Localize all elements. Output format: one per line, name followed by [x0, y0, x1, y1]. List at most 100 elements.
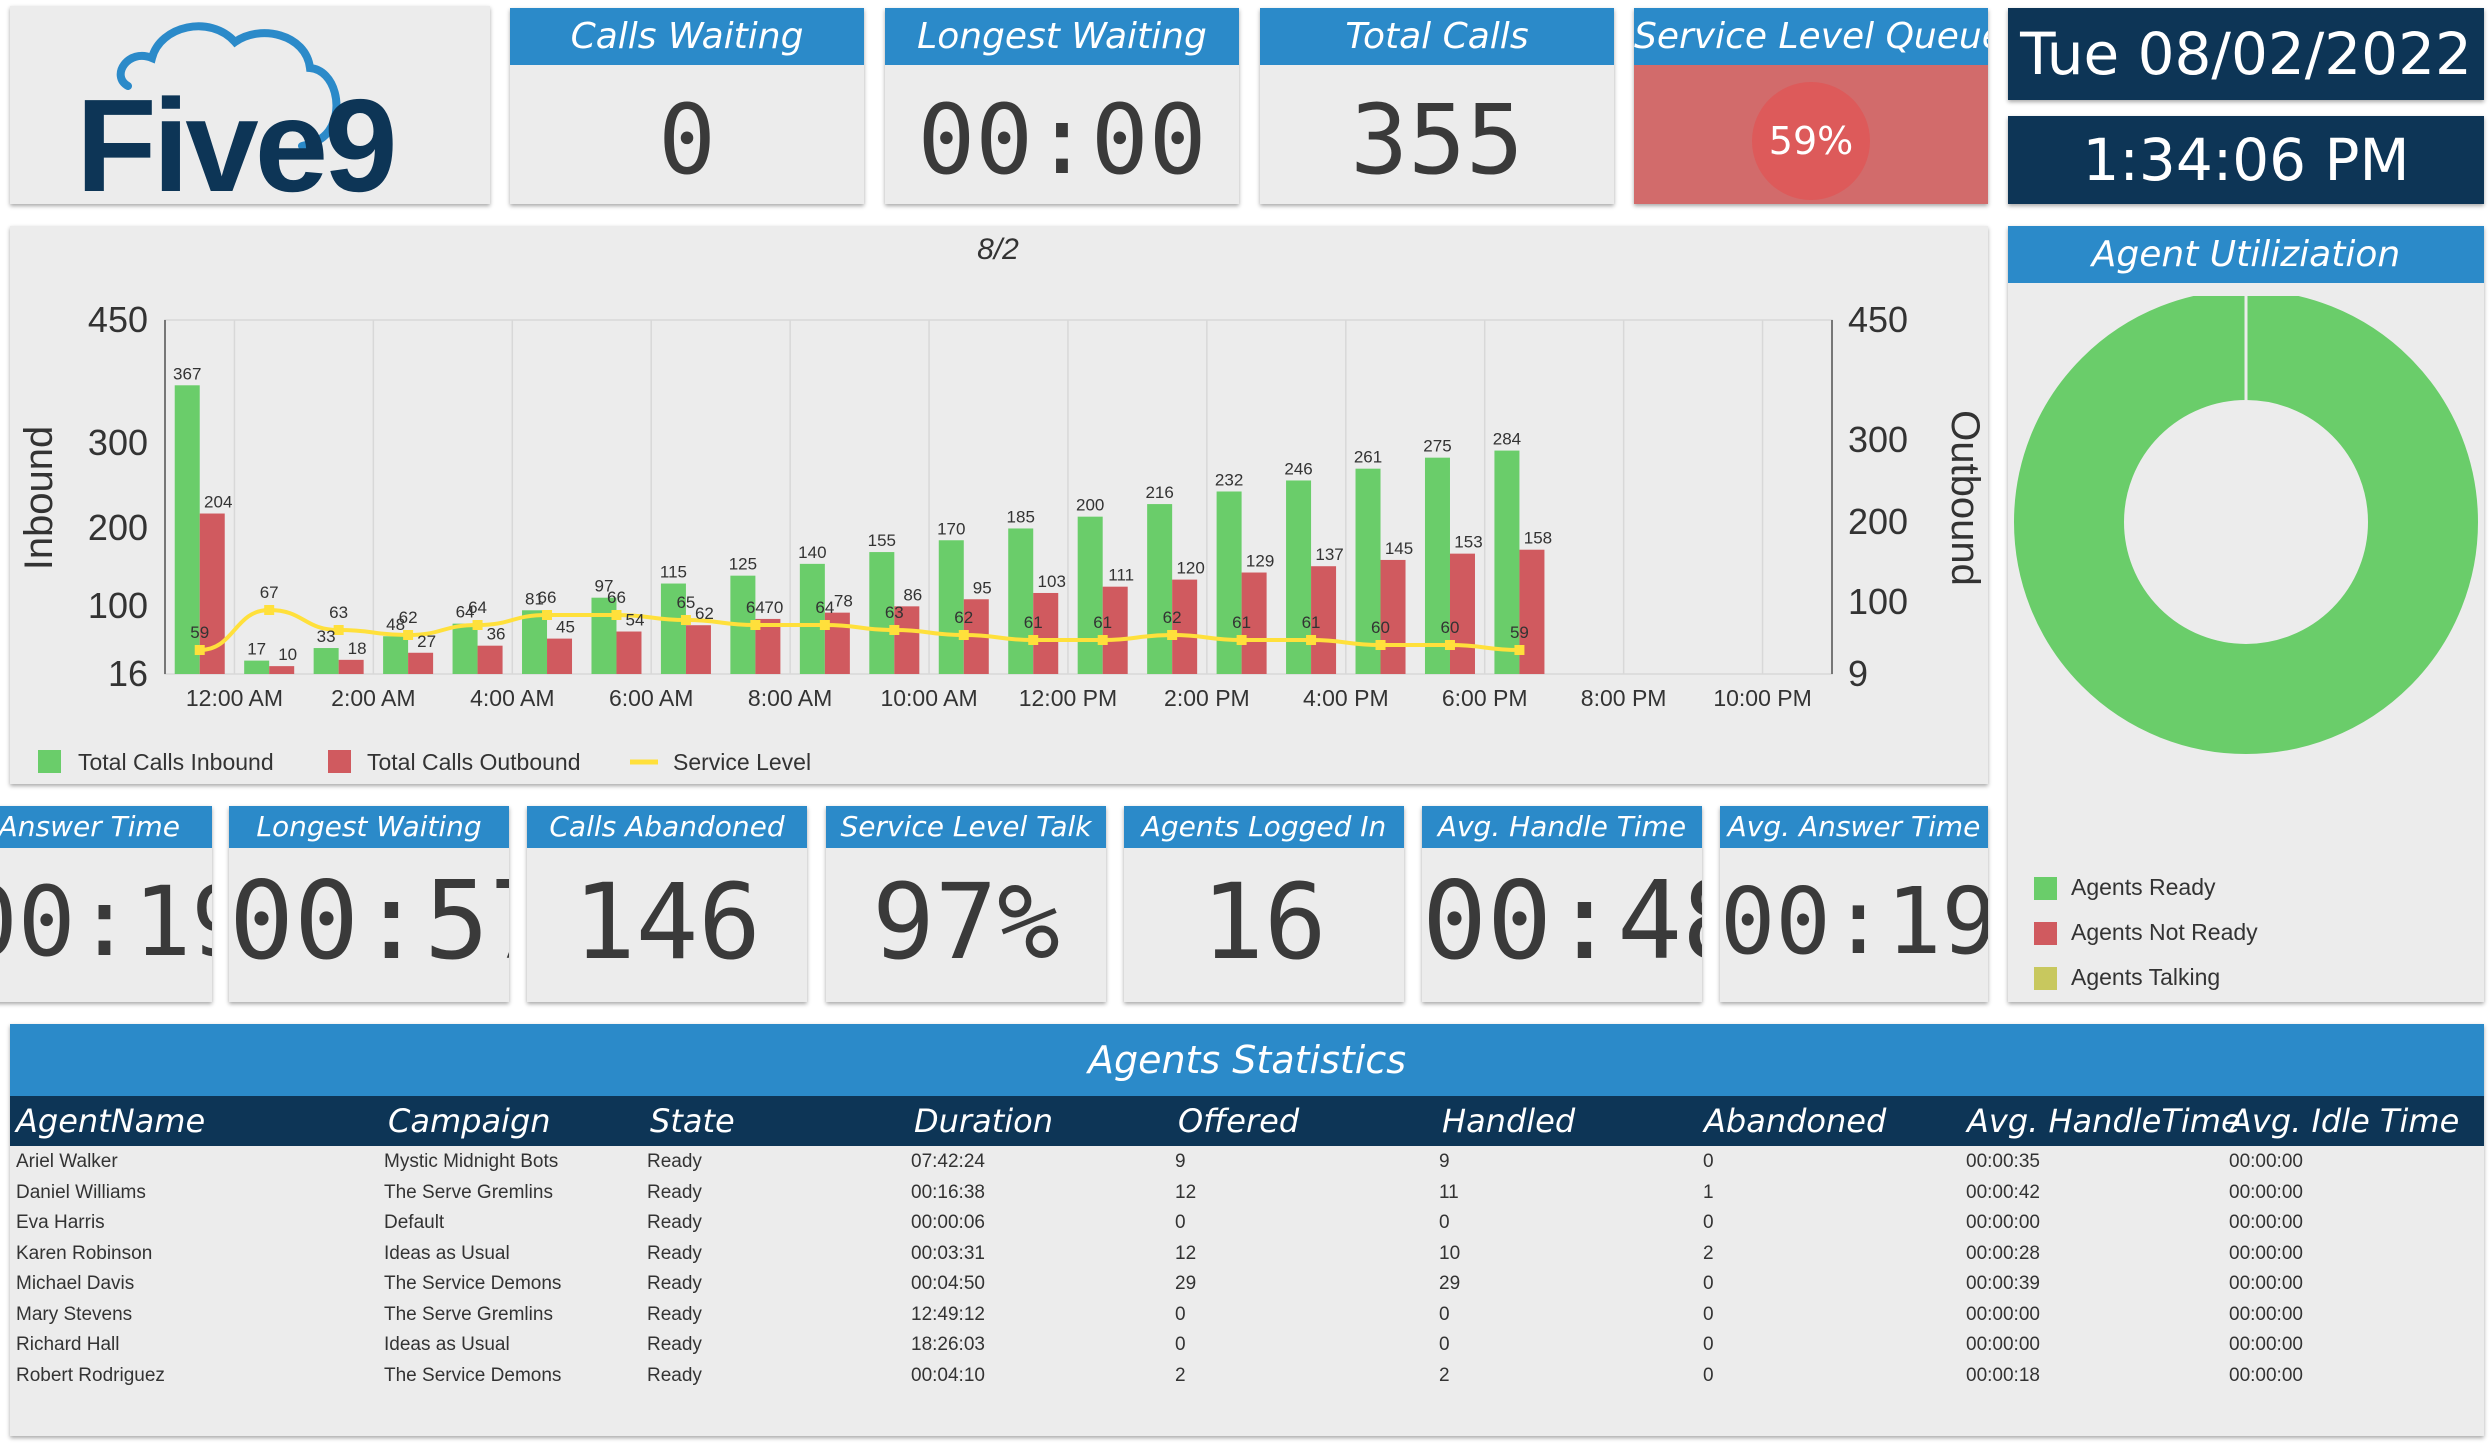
- service-level-data-label: 63: [329, 603, 348, 622]
- avg-handle-time-cell: 00:00:00: [1966, 1212, 2040, 1233]
- service-level-point[interactable]: [1444, 640, 1455, 650]
- col-duration[interactable]: Duration: [914, 1102, 1053, 1140]
- service-level-point[interactable]: [680, 615, 691, 625]
- avg-handle-time-cell: 00:00:39: [1966, 1273, 2040, 1294]
- inbound-bar[interactable]: [1077, 516, 1103, 674]
- table-row[interactable]: Michael Davis The Service Demons Ready 00:0…: [10, 1268, 2484, 1299]
- agents-logged-in-title: Agents Logged In: [1124, 806, 1404, 848]
- service-level-point[interactable]: [1514, 645, 1525, 655]
- outbound-bar[interactable]: [547, 638, 573, 674]
- outbound-bar[interactable]: [685, 625, 711, 674]
- inbound-bar[interactable]: [1494, 450, 1520, 674]
- inbound-bar[interactable]: [938, 540, 964, 674]
- outbound-bar[interactable]: [1172, 579, 1198, 674]
- abandoned-cell: 2: [1703, 1242, 1714, 1264]
- inbound-bar[interactable]: [174, 385, 200, 674]
- col-campaign[interactable]: Campaign: [388, 1102, 551, 1140]
- service-level-point[interactable]: [750, 620, 761, 630]
- table-row[interactable]: Robert Rodriguez The Service Demons Ready 0…: [10, 1360, 2484, 1391]
- outbound-bar[interactable]: [269, 666, 295, 674]
- table-row[interactable]: Karen Robinson Ideas as Usual Ready 00:03:3…: [10, 1238, 2484, 1269]
- outbound-data-label: 45: [556, 618, 575, 637]
- table-row[interactable]: Mary Stevens The Serve Gremlins Ready 12:49…: [10, 1299, 2484, 1330]
- service-level-point[interactable]: [819, 620, 830, 630]
- inbound-bar[interactable]: [799, 563, 825, 674]
- col-avg-idle-time[interactable]: Avg. Idle Time: [2230, 1102, 2460, 1140]
- outbound-bar[interactable]: [1380, 559, 1406, 674]
- agent-utilization-donut: [2014, 296, 2478, 754]
- service-level-point[interactable]: [264, 605, 275, 615]
- service-level-data-label: 61: [1302, 613, 1321, 632]
- outbound-bar[interactable]: [338, 659, 364, 674]
- avg-handle-time-value: 00:48: [1422, 859, 1702, 984]
- calls-abandoned-card: Calls Abandoned 146: [527, 806, 807, 1002]
- service-level-point[interactable]: [1028, 635, 1039, 645]
- inbound-bar[interactable]: [1008, 528, 1034, 674]
- service-level-point[interactable]: [958, 630, 969, 640]
- offered-cell: 29: [1175, 1273, 1197, 1294]
- y-tick-label-right: 450: [1848, 299, 1908, 340]
- inbound-bar[interactable]: [1424, 457, 1450, 674]
- outbound-bar[interactable]: [408, 652, 434, 674]
- inbound-bar[interactable]: [313, 648, 339, 674]
- outbound-data-label: 153: [1454, 533, 1482, 552]
- duration-cell: 00:03:31: [911, 1242, 985, 1264]
- service-level-point[interactable]: [611, 610, 622, 620]
- inbound-bar[interactable]: [660, 583, 686, 674]
- table-row[interactable]: Daniel Williams The Serve Gremlins Ready 00…: [10, 1177, 2484, 1208]
- table-row[interactable]: Ariel Walker Mystic Midnight Bots Ready 07:…: [10, 1146, 2484, 1177]
- col-agent-name[interactable]: AgentName: [16, 1102, 206, 1140]
- service-level-point[interactable]: [194, 645, 205, 655]
- col-abandoned[interactable]: Abandoned: [1704, 1102, 1887, 1140]
- service-level-point[interactable]: [1306, 635, 1317, 645]
- outbound-bar[interactable]: [1102, 586, 1128, 674]
- service-level-point[interactable]: [1375, 640, 1386, 650]
- answer-time-value: 00:19: [0, 866, 212, 978]
- outbound-bar[interactable]: [1449, 553, 1475, 674]
- avg-handle-time-card: Avg. Handle Time 00:48: [1422, 806, 1702, 1002]
- service-level-point[interactable]: [472, 620, 483, 630]
- inbound-bar[interactable]: [1147, 504, 1173, 674]
- handled-cell: 0: [1439, 1212, 1450, 1233]
- col-avg-handle-time[interactable]: Avg. HandleTime: [1967, 1102, 2241, 1140]
- y-tick-label-left: 100: [88, 585, 148, 626]
- col-offered[interactable]: Offered: [1178, 1102, 1300, 1140]
- inbound-bar[interactable]: [452, 623, 478, 674]
- outbound-bar[interactable]: [477, 645, 503, 674]
- outbound-data-label: 27: [417, 632, 436, 651]
- service-level-point[interactable]: [1236, 635, 1247, 645]
- col-state[interactable]: State: [650, 1102, 735, 1140]
- handled-cell: 10: [1439, 1242, 1461, 1264]
- inbound-bar[interactable]: [591, 597, 617, 674]
- inbound-data-label: 140: [798, 543, 826, 562]
- inbound-bar[interactable]: [522, 610, 548, 674]
- service-level-point[interactable]: [542, 610, 553, 620]
- outbound-bar[interactable]: [1033, 592, 1059, 674]
- avg-answer-time-title: Avg. Answer Time: [1720, 806, 1988, 848]
- inbound-bar[interactable]: [1355, 468, 1381, 674]
- abandoned-cell: 0: [1703, 1151, 1714, 1172]
- outbound-data-label: 129: [1246, 552, 1274, 571]
- right-axis-label: Outbound: [1943, 410, 1987, 586]
- table-row[interactable]: Eva Harris Default Ready 00:00:06 0 0 0 00:00:0…: [10, 1207, 2484, 1238]
- inbound-bar[interactable]: [244, 660, 270, 674]
- outbound-bar[interactable]: [1241, 572, 1267, 674]
- service-level-talk-title: Service Level Talk: [826, 806, 1106, 848]
- service-level-point[interactable]: [1097, 635, 1108, 645]
- table-row[interactable]: Richard Hall Ideas as Usual Ready 18:26:03 0…: [10, 1329, 2484, 1360]
- x-tick-label: 12:00 PM: [1019, 685, 1117, 711]
- service-level-point[interactable]: [889, 625, 900, 635]
- outbound-bar[interactable]: [1519, 549, 1545, 674]
- service-level-point[interactable]: [333, 625, 344, 635]
- outbound-data-label: 204: [204, 493, 232, 512]
- inbound-bar[interactable]: [869, 552, 895, 674]
- service-level-point[interactable]: [1167, 630, 1178, 640]
- inbound-bar[interactable]: [383, 636, 409, 674]
- service-level-point[interactable]: [403, 630, 414, 640]
- campaign-cell: The Serve Gremlins: [384, 1181, 553, 1203]
- col-handled[interactable]: Handled: [1442, 1102, 1576, 1140]
- outbound-bar[interactable]: [616, 631, 642, 674]
- outbound-bar[interactable]: [1311, 566, 1337, 674]
- outbound-bar[interactable]: [894, 606, 920, 674]
- inbound-bar[interactable]: [1216, 491, 1242, 674]
